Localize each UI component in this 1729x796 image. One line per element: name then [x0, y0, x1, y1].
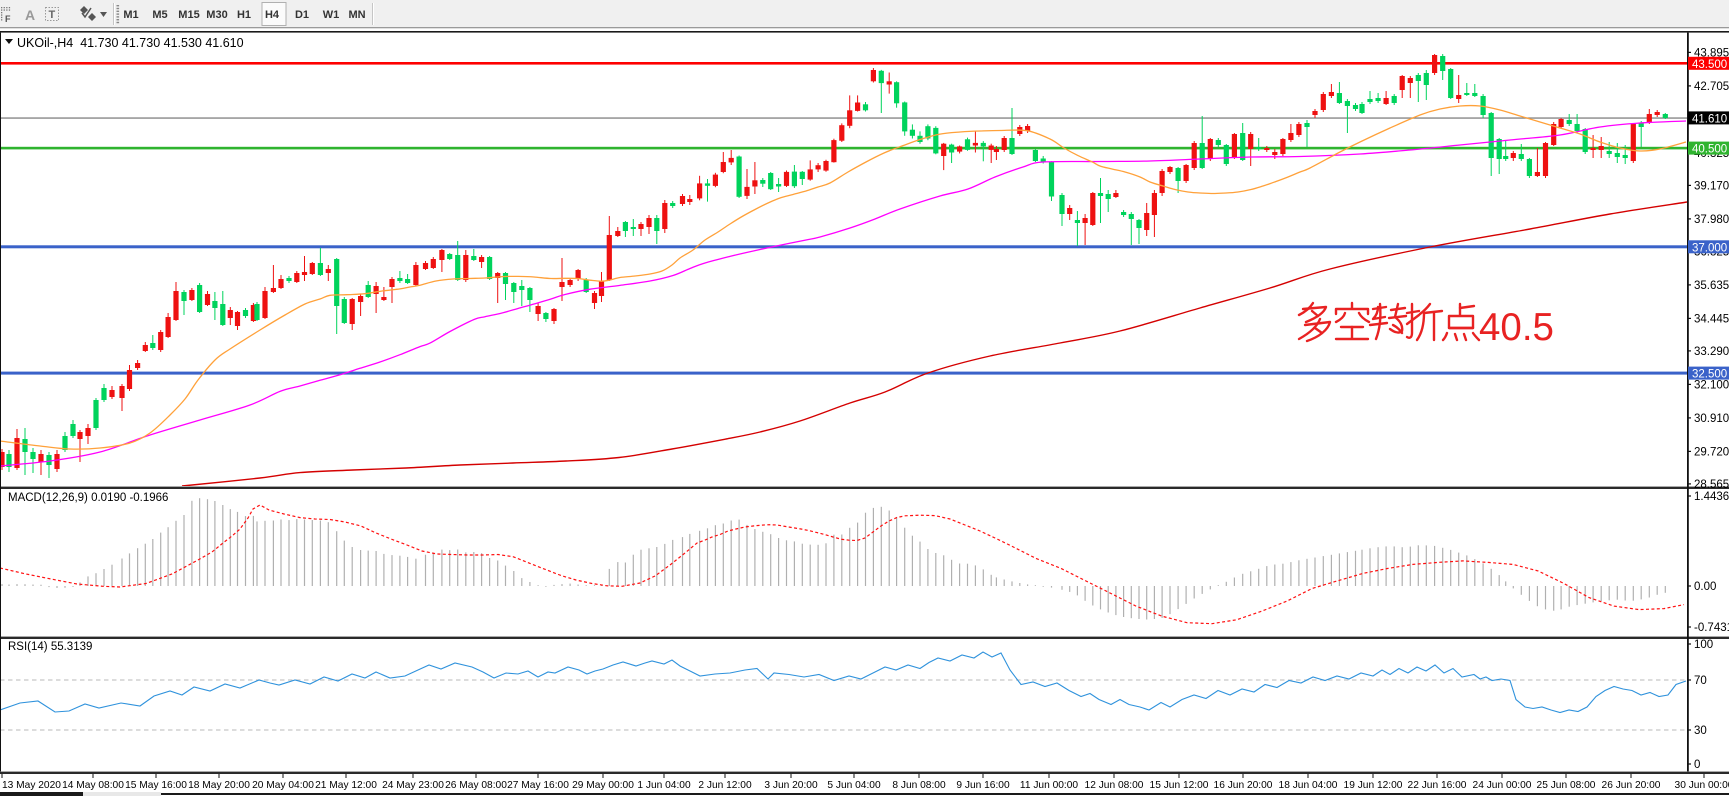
svg-text:D1: D1: [295, 9, 309, 21]
svg-text:MN: MN: [348, 9, 365, 21]
svg-text:43.500: 43.500: [1692, 59, 1727, 71]
svg-text:14 May 08:00: 14 May 08:00: [62, 780, 124, 791]
svg-text:T: T: [49, 9, 56, 21]
svg-text:30.910: 30.910: [1694, 413, 1729, 425]
svg-text:34.445: 34.445: [1694, 313, 1729, 325]
svg-text:21 May 12:00: 21 May 12:00: [315, 780, 377, 791]
svg-text:33.290: 33.290: [1694, 346, 1729, 358]
svg-text:MACD(12,26,9) 0.0190 -0.1966: MACD(12,26,9) 0.0190 -0.1966: [8, 492, 168, 504]
svg-text:M5: M5: [152, 9, 167, 21]
svg-text:H1: H1: [237, 9, 251, 21]
svg-text:29 May 00:00: 29 May 00:00: [572, 780, 634, 791]
svg-text:13 May 2020: 13 May 2020: [2, 780, 61, 791]
svg-text:32.500: 32.500: [1692, 369, 1727, 381]
svg-text:UKOil-,H4 41.730 41.730 41.53: UKOil-,H4 41.730 41.730 41.530 41.610: [17, 36, 244, 50]
svg-text:42.705: 42.705: [1694, 81, 1729, 93]
svg-text:35.635: 35.635: [1694, 280, 1729, 292]
svg-text:12 Jun 08:00: 12 Jun 08:00: [1085, 780, 1144, 791]
svg-text:0: 0: [1694, 759, 1700, 771]
svg-text:9 Jun 16:00: 9 Jun 16:00: [956, 780, 1010, 791]
svg-text:26 Jun 20:00: 26 Jun 20:00: [1602, 780, 1661, 791]
svg-text:3 Jun 20:00: 3 Jun 20:00: [764, 780, 818, 791]
svg-text:18 Jun 04:00: 18 Jun 04:00: [1279, 780, 1338, 791]
svg-text:A: A: [25, 7, 35, 23]
svg-text:18 May 20:00: 18 May 20:00: [188, 780, 250, 791]
svg-text:19 Jun 12:00: 19 Jun 12:00: [1344, 780, 1403, 791]
svg-text:0.00: 0.00: [1694, 581, 1716, 593]
svg-text:11 Jun 00:00: 11 Jun 00:00: [1020, 780, 1078, 791]
svg-text:37.000: 37.000: [1692, 242, 1727, 254]
svg-text:43.895: 43.895: [1694, 47, 1729, 59]
svg-text:100: 100: [1694, 639, 1713, 651]
svg-text:24 Jun 00:00: 24 Jun 00:00: [1473, 780, 1532, 791]
svg-text:8 Jun 08:00: 8 Jun 08:00: [892, 780, 946, 791]
svg-text:39.170: 39.170: [1694, 180, 1729, 192]
svg-text:26 May 08:00: 26 May 08:00: [445, 780, 507, 791]
svg-text:27 May 16:00: 27 May 16:00: [507, 780, 569, 791]
svg-text:28.565: 28.565: [1694, 479, 1729, 491]
svg-text:15 May 16:00: 15 May 16:00: [125, 780, 187, 791]
svg-text:16 Jun 20:00: 16 Jun 20:00: [1214, 780, 1273, 791]
svg-text:32.100: 32.100: [1694, 379, 1729, 391]
svg-text:25 Jun 08:00: 25 Jun 08:00: [1537, 780, 1596, 791]
svg-text:M15: M15: [178, 9, 199, 21]
svg-text:2 Jun 12:00: 2 Jun 12:00: [698, 780, 752, 791]
svg-text:F: F: [5, 14, 11, 24]
svg-text:24 May 23:00: 24 May 23:00: [382, 780, 444, 791]
svg-text:37.980: 37.980: [1694, 214, 1729, 226]
svg-text:30 Jun 00:00: 30 Jun 00:00: [1675, 780, 1729, 791]
svg-text:1.4436: 1.4436: [1694, 491, 1729, 503]
svg-text:RSI(14) 55.3139: RSI(14) 55.3139: [8, 641, 92, 653]
svg-text:29.720: 29.720: [1694, 446, 1729, 458]
svg-text:40.500: 40.500: [1692, 144, 1727, 156]
svg-text:5 Jun 04:00: 5 Jun 04:00: [827, 780, 881, 791]
svg-text:22 Jun 16:00: 22 Jun 16:00: [1408, 780, 1467, 791]
svg-text:20 May 04:00: 20 May 04:00: [252, 780, 314, 791]
svg-text:30: 30: [1694, 725, 1707, 737]
svg-text:H4: H4: [265, 9, 280, 21]
svg-text:41.610: 41.610: [1692, 113, 1727, 125]
svg-text:1 Jun 04:00: 1 Jun 04:00: [637, 780, 691, 791]
svg-text:W1: W1: [323, 9, 340, 21]
svg-text:15 Jun 12:00: 15 Jun 12:00: [1150, 780, 1209, 791]
svg-text:M30: M30: [206, 9, 227, 21]
svg-text:M1: M1: [123, 9, 138, 21]
svg-text:70: 70: [1694, 675, 1707, 687]
svg-text:40.5: 40.5: [1479, 306, 1554, 349]
